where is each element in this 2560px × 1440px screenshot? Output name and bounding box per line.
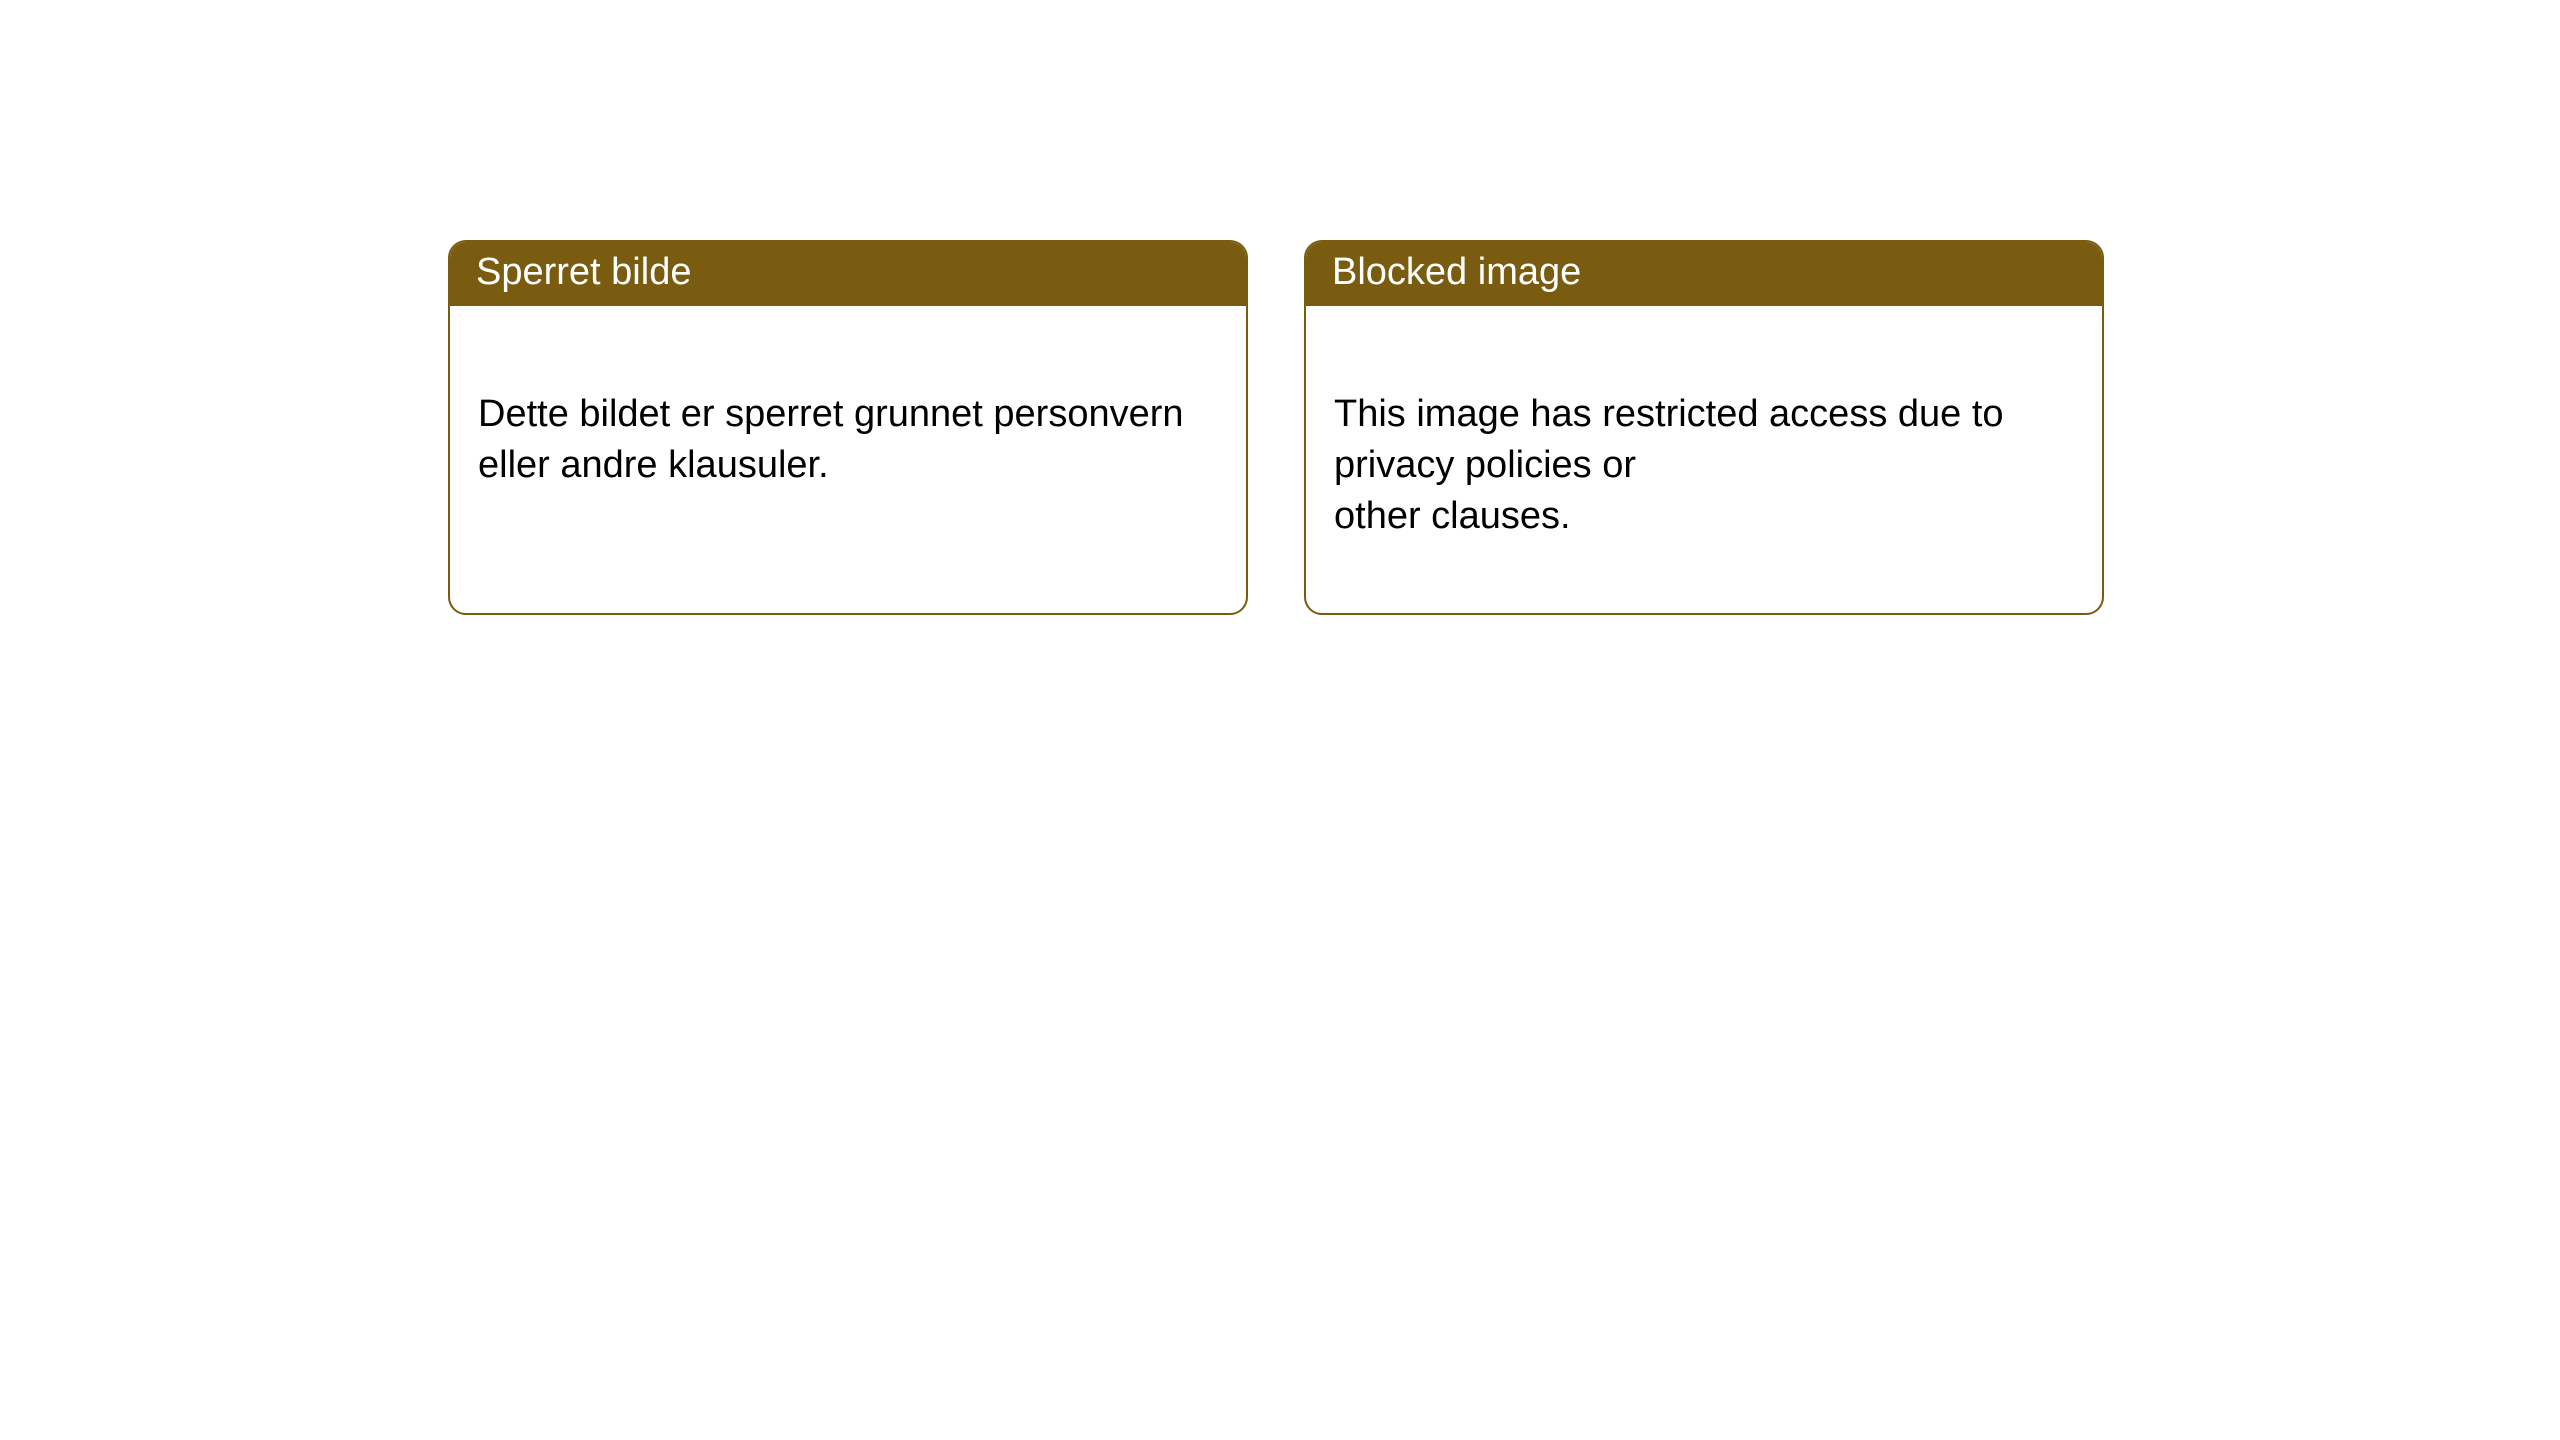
card-title: Sperret bilde — [476, 251, 691, 293]
card-body: This image has restricted access due to … — [1306, 306, 2102, 613]
notice-container: Sperret bilde Dette bildet er sperret gr… — [448, 240, 2104, 615]
blocked-card-no: Sperret bilde Dette bildet er sperret gr… — [448, 240, 1248, 615]
card-body: Dette bildet er sperret grunnet personve… — [450, 306, 1246, 576]
card-message: Dette bildet er sperret grunnet personve… — [478, 393, 1184, 486]
card-title: Blocked image — [1332, 251, 1581, 293]
card-header: Blocked image — [1306, 242, 2102, 306]
card-message: This image has restricted access due to … — [1334, 393, 2004, 538]
blocked-card-en: Blocked image This image has restricted … — [1304, 240, 2104, 615]
card-header: Sperret bilde — [450, 242, 1246, 306]
